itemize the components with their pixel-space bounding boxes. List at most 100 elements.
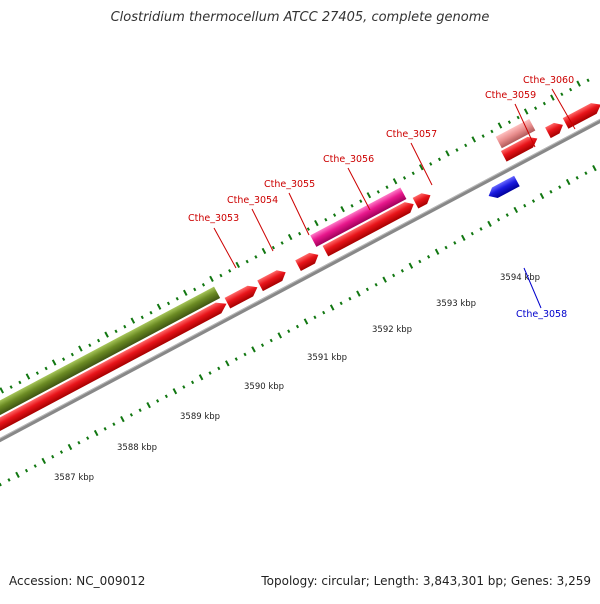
tick-mark [51,359,57,366]
cds-arrow [412,193,431,209]
gene-label[interactable]: Cthe_3060 [523,75,574,86]
tick-mark [172,388,178,395]
gene-leader-line [288,192,310,236]
tick-mark [392,273,396,278]
cds-arrow [322,202,414,257]
tick-mark [429,162,433,166]
topology-label: Topology: circular; Length: 3,843,301 bp… [261,574,591,588]
tick-mark [287,329,291,334]
tick-mark [93,429,99,437]
tick-mark [44,366,48,371]
gene-labels: Cthe_3053 Cthe_3054 Cthe_3055 Cthe_3056 Cthe… [188,75,576,320]
tick-mark [385,185,389,190]
tick-mark [208,371,212,375]
tick-mark [586,78,590,83]
gene-label[interactable]: Cthe_3054 [227,195,278,206]
tick-mark [123,324,127,329]
tick-mark [164,394,168,399]
gene-leader-line [410,142,433,186]
scale-label: 3591 kbp [307,353,347,363]
gene-label[interactable]: Cthe_3056 [323,154,374,165]
tick-mark [411,171,415,176]
gene-label[interactable]: Cthe_3057 [386,129,437,140]
scale-label: 3589 kbp [180,412,220,422]
gene-label[interactable]: Cthe_3053 [188,213,239,224]
tick-mark [505,213,509,217]
tick-mark [245,259,249,264]
tick-mark [235,261,241,269]
tick-mark [217,366,221,371]
tick-mark [140,315,144,320]
tick-mark [418,259,422,264]
tick-mark [523,203,527,208]
tick-mark [392,178,398,185]
tick-mark [434,248,440,255]
tick-mark [408,262,414,269]
cds-arrow [224,285,258,309]
tick-mark [565,178,571,186]
tick-mark [329,304,335,311]
cds-blue-reverse [488,175,520,199]
cds-arrow [545,122,563,139]
tick-mark [348,296,352,301]
genome-backbone-highlight [0,81,600,487]
tick-mark [70,352,74,357]
tick-mark [531,199,536,203]
tick-mark [339,301,343,306]
gene-label[interactable]: Cthe_3055 [264,179,315,190]
tick-mark [33,464,37,468]
tick-mark [120,415,125,423]
tick-mark [280,241,284,245]
cds-arrow [257,270,286,292]
tick-mark [350,204,354,208]
tick-mark [356,290,361,297]
tick-mark [560,92,564,97]
scale-label: 3587 kbp [54,473,94,483]
tick-mark [365,287,369,292]
tick-mark [77,440,81,445]
tick-mark [209,275,214,282]
tick-mark [198,374,204,381]
tick-mark [190,380,195,385]
tick-mark [271,245,275,250]
cds-red-large [0,302,227,480]
tick-mark [182,289,188,296]
tick-mark [295,324,300,329]
tick-mark [18,380,22,385]
tick-mark [575,176,579,180]
tick-mark [303,318,309,325]
scale-labels: 3587 kbp 3588 kbp 3589 kbp 3590 kbp 3591 kbp… [54,273,540,483]
tick-mark [269,338,273,343]
gene-leader-line [514,103,536,148]
tick-mark [313,315,317,320]
cds-olive-large [0,286,221,468]
tick-mark [228,269,232,273]
cds-arrow [295,252,319,271]
tick-mark [464,143,468,148]
tick-mark [225,360,230,367]
tick-mark [487,220,492,227]
tick-mark [78,345,83,352]
tick-mark [9,385,13,389]
tick-mark [166,301,171,306]
tick-mark [490,129,494,134]
tick-mark [496,217,501,222]
tick-mark [277,332,283,339]
gene-label[interactable]: Cthe_3059 [485,90,536,101]
genome-backbone [0,81,600,489]
tick-mark [314,219,319,227]
tick-mark [340,206,345,213]
tick-mark [306,227,310,231]
scale-label: 3590 kbp [244,382,284,392]
cds-arrow [500,136,538,162]
tick-mark [481,134,485,138]
tick-mark [402,176,407,180]
cds-pink [310,187,407,247]
tick-mark [400,269,404,273]
gene-leader-line [251,208,274,252]
tick-mark [114,329,118,334]
gene-label[interactable]: Cthe_3058 [516,309,567,320]
tick-mark [453,241,457,245]
tick-mark [298,231,302,236]
tick-mark [470,231,474,236]
